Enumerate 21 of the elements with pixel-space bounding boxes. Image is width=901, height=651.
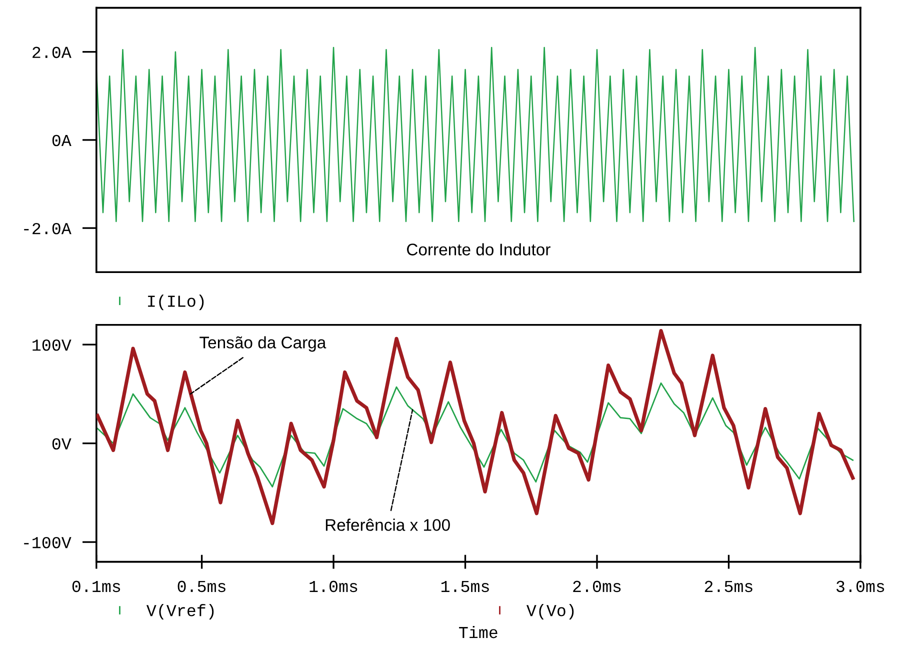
- y-tick-label: 100V: [32, 339, 72, 351]
- line-series: [96, 46, 854, 222]
- y-tick-label: 2.0A: [32, 46, 72, 58]
- x-tick-label: 0.5ms: [178, 580, 226, 592]
- legend-label: V(Vref): [146, 604, 214, 620]
- y-tick-label: 0A: [52, 134, 72, 146]
- annotation: Tensão da Carga: [200, 336, 326, 352]
- x-axis-title: Time: [459, 626, 498, 638]
- x-tick-label: 1.5ms: [441, 580, 489, 592]
- x-tick-label: 1.0ms: [310, 580, 358, 592]
- x-tick-label: 2.0ms: [573, 580, 621, 592]
- x-tick-label: 0.1ms: [72, 580, 120, 592]
- y-tick-label: -100V: [24, 536, 72, 548]
- y-tick-label: -2.0A: [24, 222, 72, 234]
- y-tick-label: 0V: [52, 438, 72, 450]
- annotation: Referência x 100: [326, 518, 450, 531]
- annotation: Corrente do Indutor: [407, 243, 550, 256]
- x-tick-label: 3.0ms: [836, 580, 884, 592]
- legend-label: I(ILo): [148, 294, 204, 310]
- legend-label: V(Vo): [526, 604, 574, 620]
- x-tick-label: 2.5ms: [704, 580, 752, 592]
